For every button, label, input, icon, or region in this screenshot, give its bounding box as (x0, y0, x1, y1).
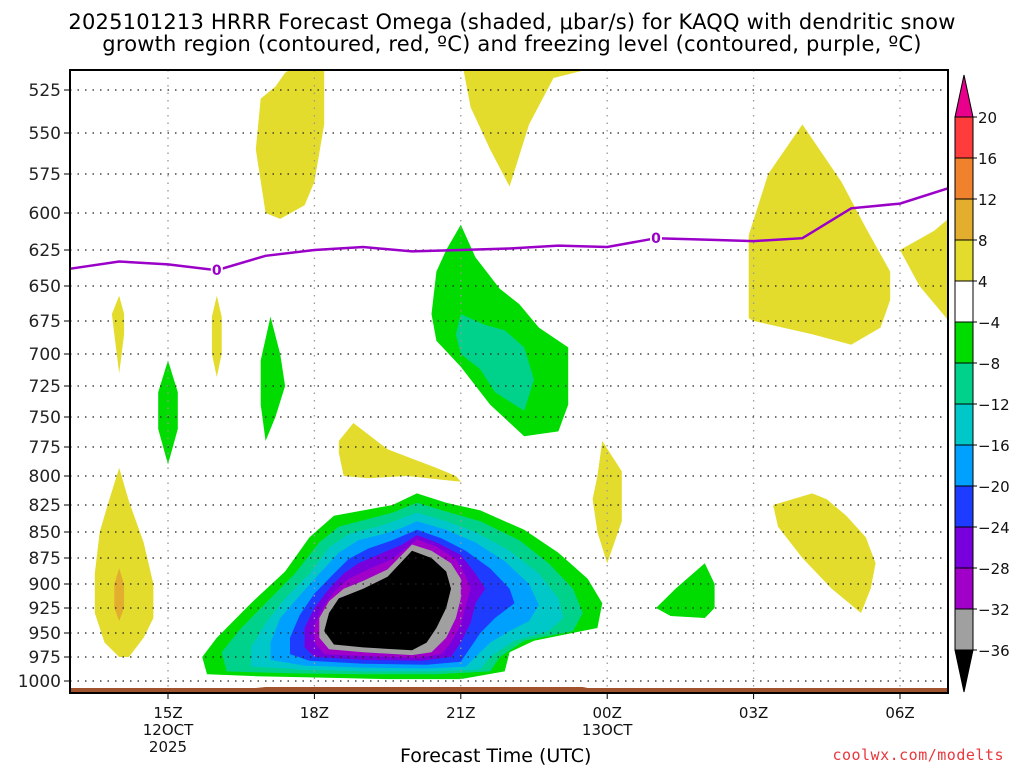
freezing-level-label: 0 (212, 263, 222, 279)
colorbar-label: −24 (978, 519, 1010, 537)
watermark: coolwx.com/modelts (832, 746, 1004, 764)
colorbar-bin (954, 403, 974, 446)
x-tick-label: 15Z (153, 704, 182, 722)
y-tick-label: 725 (29, 377, 61, 397)
y-tick-label: 575 (29, 165, 61, 185)
downward-motion-1745Z (255, 70, 325, 219)
chart-title-line2: growth region (contoured, red, ºC) and f… (102, 32, 922, 56)
colorbar-bin (954, 526, 974, 569)
x-tick-label: 18Z (300, 704, 329, 722)
freezing-level-contour: 00 (70, 186, 948, 279)
colorbar-bin (954, 485, 974, 528)
colorbar-label: −4 (978, 314, 1000, 332)
x-tick-label: 21Z (446, 704, 475, 722)
plot-frame (69, 69, 949, 694)
colorbar-bin (954, 239, 974, 282)
colorbar-bin (954, 321, 974, 364)
y-tick-label: 975 (29, 648, 61, 668)
freezing-label-bg (210, 262, 223, 279)
small-upward-cell-1550Z (158, 360, 178, 465)
colorbar-bottom-arrow (954, 649, 974, 693)
colorbar-bin (954, 444, 974, 487)
colorbar-bin (954, 280, 974, 323)
small-upward-cell-1650Z (260, 316, 286, 441)
downward-motion-0000Z (592, 441, 622, 564)
colorbar-bin (954, 362, 974, 405)
colorbar-label: −36 (978, 642, 1010, 660)
y-tick-label: 925 (29, 599, 61, 619)
colorbar-bin (954, 198, 974, 241)
y-tick-label: 800 (29, 467, 61, 487)
x-tick-sublabel: 13OCT (582, 721, 633, 739)
surface-terrain (70, 687, 948, 693)
colorbar-bin (954, 157, 974, 200)
freezing-label-bg (650, 230, 662, 247)
colorbar-label: −16 (978, 437, 1010, 455)
downward-cell-1600Z-upper (211, 295, 222, 377)
x-tick-sublabel: 12OCT (143, 721, 194, 739)
y-tick-label: 750 (29, 408, 61, 428)
omega-shading (94, 70, 948, 680)
y-tick-label: 675 (29, 312, 61, 332)
colorbar-label: 8 (978, 232, 988, 250)
colorbar-label: −8 (978, 355, 1000, 373)
downward-motion-1415Z (94, 467, 154, 657)
surface-band (70, 687, 948, 693)
chart-title-line1: 2025101213 HRRR Forecast Omega (shaded, … (68, 10, 956, 34)
freezing-level-label: 0 (651, 231, 661, 247)
downward-cell-1400Z-upper (111, 295, 125, 374)
y-tick-label: 600 (29, 204, 61, 224)
colorbar-bin (954, 567, 974, 610)
upward-motion-mid-core (455, 314, 534, 411)
x-tick-label: 06Z (885, 704, 914, 722)
x-tick-sublabel: 2025 (149, 738, 187, 756)
colorbar-top-arrow (954, 74, 974, 118)
y-tick-label: 1000 (18, 672, 61, 692)
colorbar-label: −12 (978, 396, 1010, 414)
y-axis: 525 550 575 600 625 650 675 700 725 750 775 800 825 8… (18, 81, 70, 692)
colorbar-label: 16 (978, 150, 997, 168)
colorbar-label: 12 (978, 191, 997, 209)
y-tick-label: 825 (29, 496, 61, 516)
y-tick-label: 550 (29, 124, 61, 144)
colorbar-bin (954, 116, 974, 159)
colorbar-bin (954, 608, 974, 651)
downward-motion-1930Z (338, 423, 461, 482)
upward-motion-core (324, 550, 451, 651)
y-tick-label: 625 (29, 241, 61, 261)
x-axis-label: Forecast Time (UTC) (400, 745, 592, 767)
downward-motion-0630Z (900, 218, 948, 321)
small-upward-cell-0130Z (656, 563, 715, 618)
y-tick-label: 950 (29, 624, 61, 644)
colorbar: 20 16 12 8 4 −4 −8 −12 −16 −20 −24 −28 −32 −36 (954, 74, 1010, 693)
y-tick-label: 850 (29, 523, 61, 543)
x-tick-label: 03Z (739, 704, 768, 722)
y-tick-label: 650 (29, 277, 61, 297)
downward-motion-2200Z (463, 70, 586, 187)
x-tick-label: 00Z (593, 704, 622, 722)
colorbar-label: −28 (978, 560, 1010, 578)
colorbar-label: −20 (978, 478, 1010, 496)
y-tick-label: 900 (29, 575, 61, 595)
downward-motion-1415Z-core (114, 568, 125, 621)
y-tick-label: 700 (29, 345, 61, 365)
downward-motion-0400Z (748, 124, 891, 345)
y-tick-label: 875 (29, 549, 61, 569)
downward-motion-0330Z (773, 493, 876, 613)
y-tick-label: 525 (29, 81, 61, 101)
colorbar-label: −32 (978, 601, 1010, 619)
colorbar-label: 4 (978, 273, 988, 291)
colorbar-label: 20 (978, 109, 997, 127)
y-tick-label: 775 (29, 438, 61, 458)
